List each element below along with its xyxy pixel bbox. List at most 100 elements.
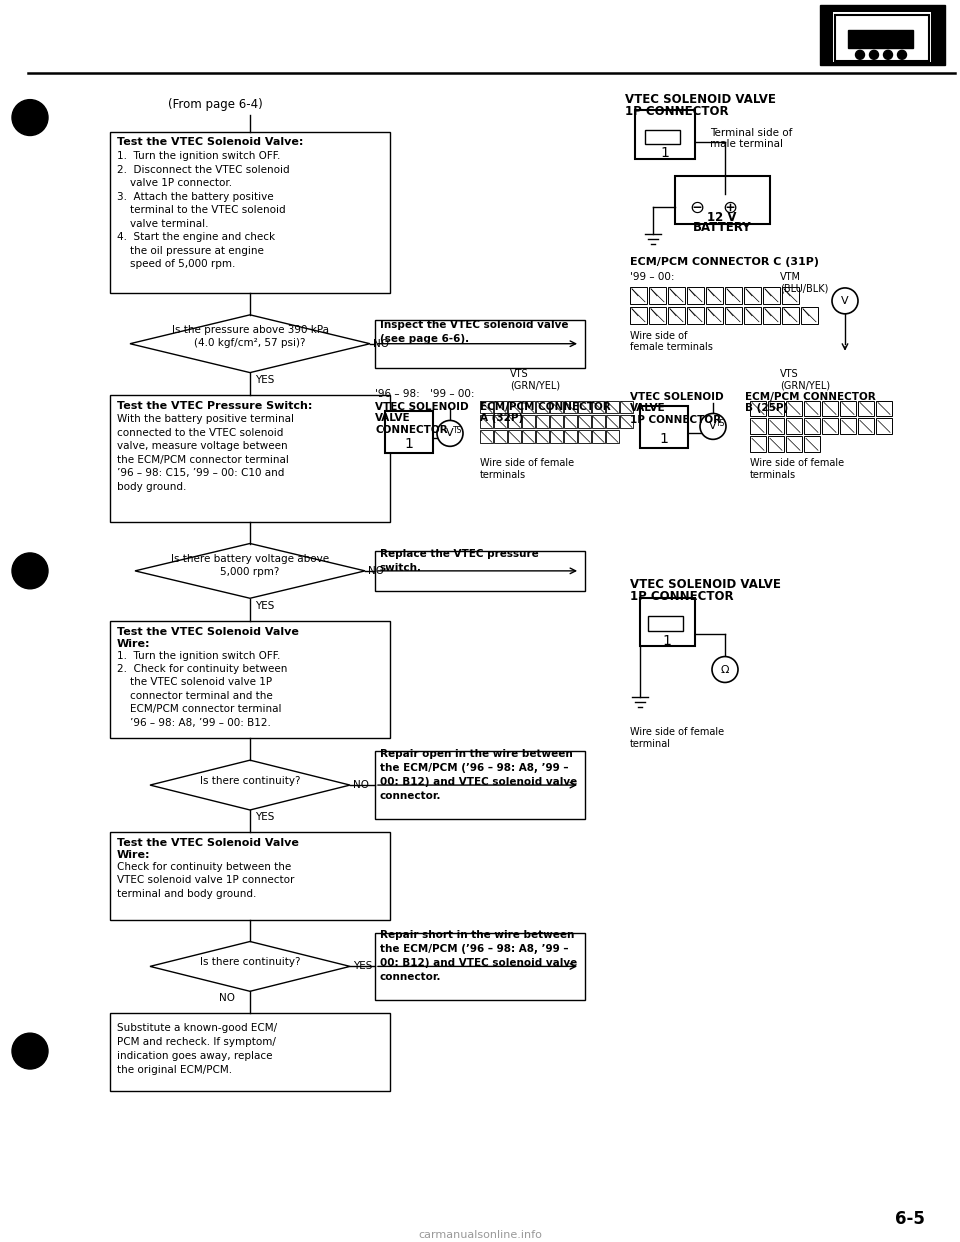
Text: '96 – 98:: '96 – 98: <box>375 389 420 399</box>
FancyBboxPatch shape <box>110 1013 390 1090</box>
Text: VTEC SOLENOID
VALVE
CONNECTOR: VTEC SOLENOID VALVE CONNECTOR <box>375 401 468 435</box>
Text: Ω: Ω <box>721 664 730 674</box>
FancyBboxPatch shape <box>564 431 577 443</box>
Text: valve, measure voltage between: valve, measure voltage between <box>117 441 288 451</box>
FancyBboxPatch shape <box>649 287 666 304</box>
Text: 1P CONNECTOR: 1P CONNECTOR <box>625 104 729 118</box>
FancyBboxPatch shape <box>750 436 766 452</box>
FancyBboxPatch shape <box>786 419 802 435</box>
Circle shape <box>12 553 48 589</box>
Text: Wire side of female
terminal: Wire side of female terminal <box>630 728 724 749</box>
Text: valve 1P connector.: valve 1P connector. <box>117 179 232 189</box>
Text: ⊖: ⊖ <box>689 199 705 217</box>
Polygon shape <box>150 941 350 991</box>
Text: Test the VTEC Pressure Switch:: Test the VTEC Pressure Switch: <box>117 400 312 411</box>
FancyBboxPatch shape <box>725 287 742 304</box>
Text: the oil pressure at engine: the oil pressure at engine <box>117 246 264 256</box>
Circle shape <box>898 51 906 60</box>
FancyBboxPatch shape <box>830 27 935 52</box>
FancyBboxPatch shape <box>640 597 695 646</box>
FancyBboxPatch shape <box>649 307 666 324</box>
Text: Wire side of female
terminals: Wire side of female terminals <box>480 458 574 479</box>
FancyBboxPatch shape <box>687 287 704 304</box>
FancyBboxPatch shape <box>833 12 931 62</box>
Text: V: V <box>446 428 454 438</box>
Text: connector.: connector. <box>380 791 442 801</box>
Text: With the battery positive terminal: With the battery positive terminal <box>117 415 294 425</box>
FancyBboxPatch shape <box>536 416 549 428</box>
FancyBboxPatch shape <box>480 431 493 443</box>
Polygon shape <box>130 314 370 373</box>
FancyBboxPatch shape <box>768 436 784 452</box>
FancyBboxPatch shape <box>820 5 945 65</box>
FancyBboxPatch shape <box>630 307 647 324</box>
Text: VTEC SOLENOID VALVE: VTEC SOLENOID VALVE <box>630 578 780 591</box>
FancyBboxPatch shape <box>675 176 770 224</box>
FancyBboxPatch shape <box>578 431 591 443</box>
Text: VTEC solenoid valve 1P connector: VTEC solenoid valve 1P connector <box>117 876 295 886</box>
Text: NO: NO <box>368 566 384 576</box>
FancyBboxPatch shape <box>804 400 820 416</box>
Text: V: V <box>841 296 849 306</box>
Text: NO: NO <box>373 339 389 349</box>
FancyBboxPatch shape <box>385 411 433 453</box>
Text: Wire:: Wire: <box>117 638 151 648</box>
FancyBboxPatch shape <box>606 400 619 414</box>
Text: 00: B12) and VTEC solenoid valve: 00: B12) and VTEC solenoid valve <box>380 959 577 969</box>
FancyBboxPatch shape <box>848 30 913 48</box>
FancyBboxPatch shape <box>375 551 585 591</box>
Text: (see page 6-6).: (see page 6-6). <box>380 334 469 344</box>
Text: V: V <box>709 421 717 431</box>
FancyBboxPatch shape <box>822 400 838 416</box>
Text: 5,000 rpm?: 5,000 rpm? <box>220 566 279 576</box>
Text: Is the pressure above 390 kPa: Is the pressure above 390 kPa <box>172 325 328 335</box>
FancyBboxPatch shape <box>648 616 683 631</box>
Polygon shape <box>150 760 350 810</box>
Text: 1: 1 <box>404 437 414 451</box>
Text: the ECM/PCM (’96 – 98: A8, ’99 –: the ECM/PCM (’96 – 98: A8, ’99 – <box>380 763 568 773</box>
Text: VTS
(GRN/YEL): VTS (GRN/YEL) <box>510 369 560 390</box>
Text: TS: TS <box>453 426 463 436</box>
FancyBboxPatch shape <box>480 416 493 428</box>
Circle shape <box>870 51 878 60</box>
FancyBboxPatch shape <box>494 416 507 428</box>
Text: Terminal side of
male terminal: Terminal side of male terminal <box>710 128 792 149</box>
FancyBboxPatch shape <box>786 400 802 416</box>
FancyBboxPatch shape <box>592 400 605 414</box>
FancyBboxPatch shape <box>592 431 605 443</box>
Text: Wire side of
female terminals: Wire side of female terminals <box>630 330 713 353</box>
Text: Test the VTEC Solenoid Valve: Test the VTEC Solenoid Valve <box>117 627 299 637</box>
FancyBboxPatch shape <box>840 400 856 416</box>
Text: ECM/PCM CONNECTOR
A (32P): ECM/PCM CONNECTOR A (32P) <box>480 401 611 424</box>
FancyBboxPatch shape <box>835 15 929 61</box>
FancyBboxPatch shape <box>744 287 761 304</box>
FancyBboxPatch shape <box>522 400 535 414</box>
Text: terminal and body ground.: terminal and body ground. <box>117 889 256 899</box>
FancyBboxPatch shape <box>635 109 695 159</box>
Text: YES: YES <box>255 375 275 385</box>
FancyBboxPatch shape <box>508 416 521 428</box>
Circle shape <box>832 288 858 314</box>
Text: Repair short in the wire between: Repair short in the wire between <box>380 930 574 940</box>
Text: Is there continuity?: Is there continuity? <box>200 776 300 786</box>
Text: 1.  Turn the ignition switch OFF.: 1. Turn the ignition switch OFF. <box>117 152 280 161</box>
FancyBboxPatch shape <box>375 751 585 818</box>
FancyBboxPatch shape <box>840 419 856 435</box>
Text: TS: TS <box>716 420 726 428</box>
Text: 00: B12) and VTEC solenoid valve: 00: B12) and VTEC solenoid valve <box>380 777 577 787</box>
Text: 1: 1 <box>660 147 669 160</box>
FancyBboxPatch shape <box>110 621 390 738</box>
Circle shape <box>855 51 865 60</box>
FancyBboxPatch shape <box>630 287 647 304</box>
FancyBboxPatch shape <box>522 431 535 443</box>
Text: 3.  Attach the battery positive: 3. Attach the battery positive <box>117 191 274 201</box>
Text: '99 – 00:: '99 – 00: <box>430 389 474 399</box>
FancyBboxPatch shape <box>750 419 766 435</box>
FancyBboxPatch shape <box>606 431 619 443</box>
Text: switch.: switch. <box>380 563 422 573</box>
Polygon shape <box>135 544 365 599</box>
FancyBboxPatch shape <box>801 307 818 324</box>
Text: Wire side of female
terminals: Wire side of female terminals <box>750 458 844 479</box>
FancyBboxPatch shape <box>494 431 507 443</box>
FancyBboxPatch shape <box>494 400 507 414</box>
